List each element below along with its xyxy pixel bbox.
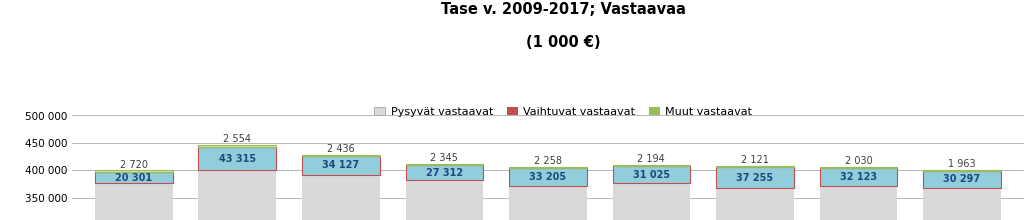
Legend: Pysyvät vastaavat, Vaihtuvat vastaavat, Muut vastaavat: Pysyvät vastaavat, Vaihtuvat vastaavat, … (370, 102, 757, 121)
Bar (819, 168, 897, 186)
Bar (95, 172, 173, 183)
Text: 31 025: 31 025 (633, 170, 670, 180)
Bar (612, 165, 690, 166)
Bar (406, 164, 483, 165)
Bar (716, 188, 794, 220)
Bar (302, 154, 380, 156)
Bar (819, 167, 897, 168)
Bar (509, 186, 587, 220)
Bar (923, 187, 1000, 220)
Bar (406, 180, 483, 220)
Bar (199, 147, 276, 170)
Text: 43 315: 43 315 (219, 154, 256, 163)
Text: 37 255: 37 255 (736, 172, 773, 183)
Text: 27 312: 27 312 (426, 168, 463, 178)
Bar (923, 170, 1000, 171)
Text: 2 194: 2 194 (638, 154, 666, 164)
Bar (716, 166, 794, 167)
Bar (509, 167, 587, 168)
Text: Tase v. 2009-2017; Vastaavaa: Tase v. 2009-2017; Vastaavaa (440, 2, 686, 17)
Bar (302, 156, 380, 175)
Text: 2 720: 2 720 (120, 160, 147, 170)
Bar (95, 170, 173, 172)
Bar (819, 186, 897, 220)
Text: 2 258: 2 258 (534, 156, 562, 166)
Text: 20 301: 20 301 (116, 172, 153, 183)
Bar (406, 165, 483, 180)
Text: 2 030: 2 030 (845, 156, 872, 166)
Bar (95, 183, 173, 220)
Text: 2 121: 2 121 (741, 155, 769, 165)
Text: 33 205: 33 205 (529, 172, 566, 182)
Bar (612, 166, 690, 183)
Bar (612, 183, 690, 220)
Text: 2 436: 2 436 (327, 144, 354, 154)
Text: (1 000 €): (1 000 €) (526, 35, 600, 50)
Bar (716, 167, 794, 188)
Bar (509, 168, 587, 186)
Text: 30 297: 30 297 (943, 174, 980, 184)
Bar (923, 171, 1000, 187)
Text: 34 127: 34 127 (323, 160, 359, 170)
Text: 32 123: 32 123 (840, 172, 877, 182)
Text: 2 345: 2 345 (430, 153, 459, 163)
Bar (199, 170, 276, 220)
Bar (302, 175, 380, 220)
Bar (199, 145, 276, 147)
Text: 1 963: 1 963 (948, 159, 976, 169)
Text: 2 554: 2 554 (223, 134, 251, 144)
